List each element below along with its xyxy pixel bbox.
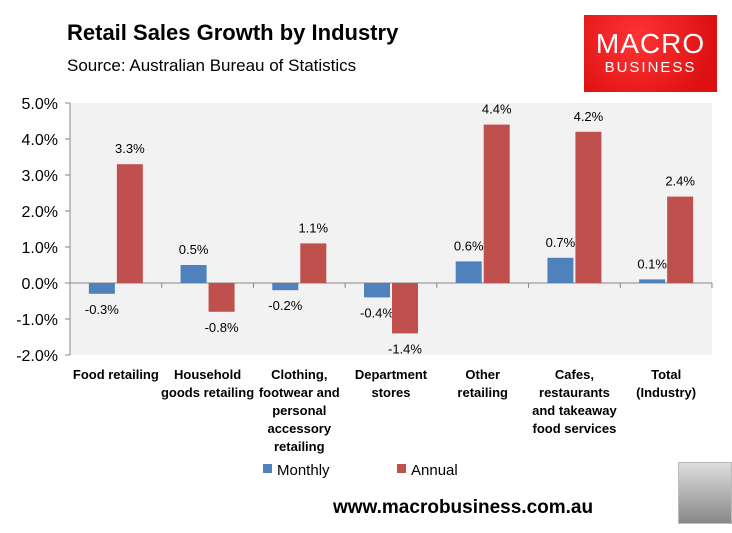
data-label: -0.3% xyxy=(85,302,119,317)
bar-monthly xyxy=(272,283,299,291)
data-label: 2.4% xyxy=(665,174,695,189)
category-label: food services xyxy=(533,421,617,436)
y-tick-label: 1.0% xyxy=(22,240,58,257)
category-label: Clothing, xyxy=(271,367,327,382)
category-label: Food retailing xyxy=(73,367,159,382)
bar-monthly xyxy=(455,261,482,283)
category-label: (Industry) xyxy=(636,385,696,400)
data-label: -1.4% xyxy=(388,341,422,356)
data-label: 3.3% xyxy=(115,141,145,156)
bar-annual xyxy=(300,243,327,283)
category-label: restaurants xyxy=(539,385,610,400)
wolf-logo-image xyxy=(678,462,732,524)
bar-monthly xyxy=(547,257,574,283)
data-label: 0.7% xyxy=(546,235,576,250)
logo-line1: MACRO xyxy=(595,28,706,59)
y-tick-label: 4.0% xyxy=(22,132,58,149)
y-tick-label: 5.0% xyxy=(22,96,58,113)
data-label: 1.1% xyxy=(298,220,328,235)
bar-monthly xyxy=(88,283,115,294)
website-url: www.macrobusiness.com.au xyxy=(333,497,594,518)
category-label: Household xyxy=(174,367,241,382)
category-label: Total xyxy=(651,367,681,382)
category-label: personal xyxy=(272,403,326,418)
legend-swatch-monthly xyxy=(263,464,272,473)
chart-title: Retail Sales Growth by Industry xyxy=(67,20,399,45)
y-tick-label: 2.0% xyxy=(22,204,58,221)
bar-annual xyxy=(575,131,602,283)
category-label: retailing xyxy=(274,439,325,454)
category-label: Cafes, xyxy=(555,367,594,382)
y-tick-label: -2.0% xyxy=(16,348,58,365)
category-label: retailing xyxy=(457,385,508,400)
y-tick-label: 0.0% xyxy=(22,276,58,293)
category-label: Other xyxy=(465,367,500,382)
data-label: 0.6% xyxy=(454,238,484,253)
bar-annual xyxy=(116,164,143,283)
macrobusiness-logo: MACRO BUSINESS xyxy=(584,15,717,92)
logo-line2: BUSINESS xyxy=(604,59,697,76)
chart-subtitle: Source: Australian Bureau of Statistics xyxy=(67,56,357,75)
category-label: footwear and xyxy=(259,385,340,400)
y-tick-label: 3.0% xyxy=(22,168,58,185)
bar-annual xyxy=(392,283,418,334)
data-label: 0.1% xyxy=(637,256,667,271)
legend-label-monthly: Monthly xyxy=(277,462,330,479)
bar-monthly xyxy=(639,279,666,283)
plot-area xyxy=(70,103,712,355)
category-label: stores xyxy=(371,385,410,400)
data-label: -0.4% xyxy=(360,305,394,320)
bar-monthly xyxy=(364,283,390,298)
category-label: accessory xyxy=(267,421,331,436)
legend-swatch-annual xyxy=(397,464,406,473)
category-label: and takeaway xyxy=(532,403,617,418)
legend-label-annual: Annual xyxy=(411,462,458,479)
data-label: 4.2% xyxy=(574,109,604,124)
bar-annual xyxy=(667,196,694,283)
category-label: Department xyxy=(355,367,428,382)
bar-monthly xyxy=(180,265,207,283)
data-label: -0.8% xyxy=(205,320,239,335)
y-tick-label: -1.0% xyxy=(16,312,58,329)
data-label: 4.4% xyxy=(482,102,512,117)
data-label: 0.5% xyxy=(179,242,209,257)
bar-annual xyxy=(483,124,510,283)
bar-annual xyxy=(208,283,235,312)
category-label: goods retailing xyxy=(161,385,254,400)
data-label: -0.2% xyxy=(268,298,302,313)
